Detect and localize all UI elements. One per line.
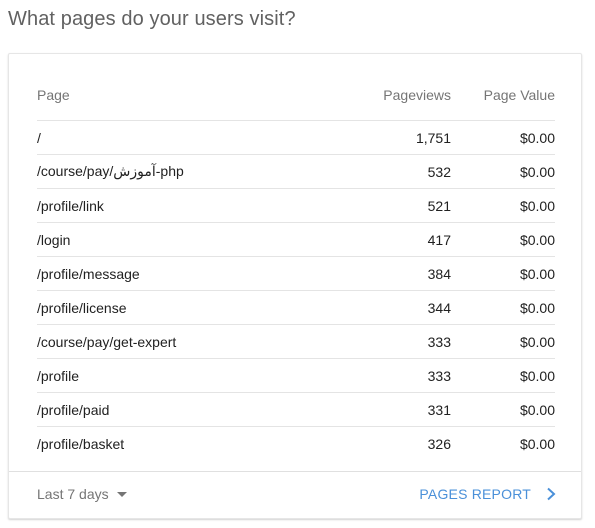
row-page-value: $0.00 bbox=[451, 154, 555, 189]
row-page: / bbox=[37, 120, 331, 155]
pages-card: Page Pageviews Page Value / 1,751 $0.00 … bbox=[8, 53, 582, 519]
table-row: /profile/paid 331 $0.00 bbox=[37, 392, 555, 427]
row-pageviews: 331 bbox=[331, 392, 451, 427]
row-page: /profile/license bbox=[37, 290, 331, 325]
table-header-row: Page Pageviews Page Value bbox=[37, 70, 555, 121]
row-page: /course/pay/get-expert bbox=[37, 324, 331, 359]
row-page: /login bbox=[37, 222, 331, 257]
row-pageviews: 417 bbox=[331, 222, 451, 257]
row-page: /course/pay/آموزش-php bbox=[37, 154, 331, 189]
caret-down-icon bbox=[116, 492, 127, 497]
card-footer: Last 7 days PAGES REPORT bbox=[9, 471, 581, 518]
row-page-value: $0.00 bbox=[451, 290, 555, 325]
row-page-value: $0.00 bbox=[519, 435, 555, 452]
row-page-value: $0.00 bbox=[451, 222, 555, 257]
row-page-value: $0.00 bbox=[451, 188, 555, 223]
table-row: /profile/message 384 $0.00 bbox=[37, 256, 555, 291]
row-page: /profile bbox=[37, 358, 331, 393]
header-page-value[interactable]: Page Value bbox=[451, 70, 555, 121]
row-pageviews: 344 bbox=[331, 290, 451, 325]
pages-report-label: PAGES REPORT bbox=[419, 486, 531, 502]
table-row: /course/pay/آموزش-php 532 $0.00 bbox=[37, 154, 555, 189]
table-row: /profile/basket 326 $0.00 bbox=[37, 427, 555, 461]
row-page-value: $0.00 bbox=[451, 256, 555, 291]
date-range-label: Last 7 days bbox=[37, 486, 109, 502]
card-title: What pages do your users visit? bbox=[8, 8, 296, 30]
pages-report-link[interactable]: PAGES REPORT bbox=[419, 486, 557, 502]
row-page: /profile/message bbox=[37, 256, 331, 291]
row-page-value: $0.00 bbox=[451, 120, 555, 155]
row-pageviews: 521 bbox=[331, 188, 451, 223]
chevron-right-icon bbox=[547, 487, 556, 501]
row-page: /profile/paid bbox=[37, 392, 331, 427]
row-page-value: $0.00 bbox=[451, 358, 555, 393]
header-page[interactable]: Page bbox=[37, 70, 331, 121]
row-page: /profile/link bbox=[37, 188, 331, 223]
table-row: /course/pay/get-expert 333 $0.00 bbox=[37, 324, 555, 359]
row-pageviews: 333 bbox=[331, 324, 451, 359]
row-pageviews: 384 bbox=[331, 256, 451, 291]
table-row: /profile 333 $0.00 bbox=[37, 358, 555, 393]
pages-table: Page Pageviews Page Value / 1,751 $0.00 … bbox=[37, 70, 555, 460]
date-range-dropdown[interactable]: Last 7 days bbox=[37, 486, 127, 502]
row-pageviews: 1,751 bbox=[331, 120, 451, 155]
row-page-value: $0.00 bbox=[451, 324, 555, 359]
row-page-value: $0.00 bbox=[451, 392, 555, 427]
header-pageviews[interactable]: Pageviews bbox=[331, 70, 451, 121]
row-pageviews: 333 bbox=[331, 358, 451, 393]
table-row: /login 417 $0.00 bbox=[37, 222, 555, 257]
table-row: /profile/license 344 $0.00 bbox=[37, 290, 555, 325]
row-page: /profile/basket bbox=[37, 435, 125, 452]
row-pageviews: 532 bbox=[331, 154, 451, 189]
table-row: / 1,751 $0.00 bbox=[37, 120, 555, 155]
table-row: /profile/link 521 $0.00 bbox=[37, 188, 555, 223]
row-pageviews: 326 bbox=[427, 435, 451, 452]
